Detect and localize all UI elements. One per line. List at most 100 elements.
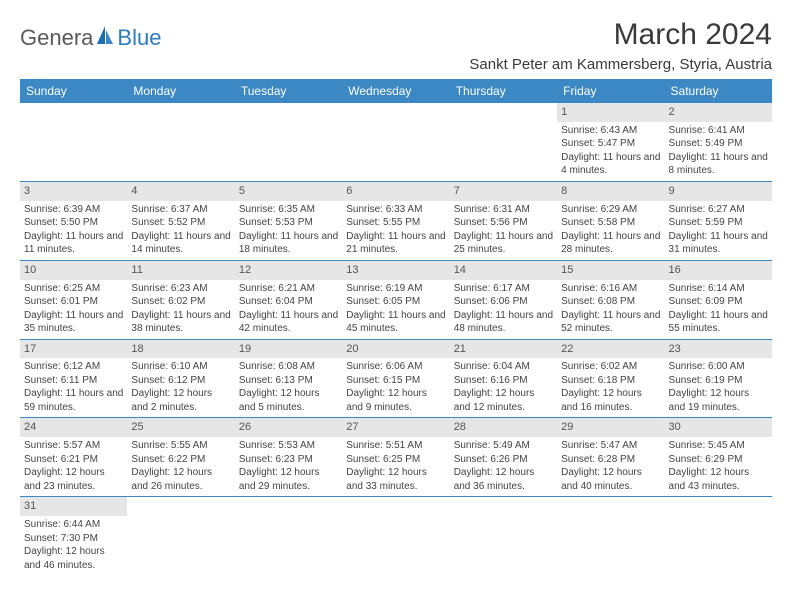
sunset-text: Sunset: 5:59 PM — [669, 216, 768, 230]
logo: Genera Blue — [20, 24, 161, 51]
calendar-week-row: 24 Sunrise: 5:57 AMSunset: 6:21 PM Dayligh… — [20, 418, 772, 497]
day-number: 5 — [235, 182, 342, 201]
sunrise-text: Sunrise: 6:27 AM — [669, 203, 768, 217]
sunrise-text: Sunrise: 6:08 AM — [239, 360, 338, 374]
calendar-day-cell: 7Sunrise: 6:31 AMSunset: 5:56 PMDaylight… — [450, 181, 557, 260]
calendar-week-row: 3 Sunrise: 6:39 AMSunset: 5:50 PM Daylight… — [20, 181, 772, 260]
calendar-day-cell: 24Sunrise: 5:57 AMSunset: 6:21 PMDayligh… — [20, 418, 127, 497]
sunset-text: Sunset: 5:47 PM — [561, 137, 660, 151]
sunrise-text: Sunrise: 6:12 AM — [24, 360, 123, 374]
sunset-text: Sunset: 6:16 PM — [454, 374, 553, 388]
calendar-day-cell — [342, 497, 449, 575]
day-header: Wednesday — [342, 79, 449, 103]
sunset-text: Sunset: 6:08 PM — [561, 295, 660, 309]
calendar-day-cell: 21Sunrise: 6:04 AMSunset: 6:16 PMDayligh… — [450, 339, 557, 418]
sunrise-text: Sunrise: 5:55 AM — [131, 439, 230, 453]
daylight-text: Daylight: 12 hours and 29 minutes. — [239, 466, 338, 493]
sunset-text: Sunset: 5:52 PM — [131, 216, 230, 230]
day-number: 23 — [665, 340, 772, 359]
calendar-day-cell — [557, 497, 664, 575]
daylight-text: Daylight: 12 hours and 16 minutes. — [561, 387, 660, 414]
header: Genera Blue March 2024 Sankt Peter am Ka… — [20, 18, 772, 73]
calendar-day-cell: 5Sunrise: 6:35 AMSunset: 5:53 PMDaylight… — [235, 181, 342, 260]
sunrise-text: Sunrise: 6:41 AM — [669, 124, 768, 138]
sunset-text: Sunset: 5:50 PM — [24, 216, 123, 230]
calendar-day-cell — [127, 103, 234, 181]
daylight-text: Daylight: 11 hours and 38 minutes. — [131, 309, 230, 336]
sunrise-text: Sunrise: 6:19 AM — [346, 282, 445, 296]
sunset-text: Sunset: 7:30 PM — [24, 532, 123, 546]
daylight-text: Daylight: 11 hours and 48 minutes. — [454, 309, 553, 336]
sunrise-text: Sunrise: 6:00 AM — [669, 360, 768, 374]
calendar-day-cell: 2Sunrise: 6:41 AMSunset: 5:49 PMDaylight… — [665, 103, 772, 181]
day-number: 9 — [665, 182, 772, 201]
day-number: 25 — [127, 418, 234, 437]
day-number: 10 — [20, 261, 127, 280]
day-number: 1 — [557, 103, 664, 122]
sunset-text: Sunset: 6:05 PM — [346, 295, 445, 309]
calendar-week-row: 17Sunrise: 6:12 AMSunset: 6:11 PMDayligh… — [20, 339, 772, 418]
day-number: 18 — [127, 340, 234, 359]
sunset-text: Sunset: 6:21 PM — [24, 453, 123, 467]
daylight-text: Daylight: 12 hours and 19 minutes. — [669, 387, 768, 414]
daylight-text: Daylight: 12 hours and 40 minutes. — [561, 466, 660, 493]
daylight-text: Daylight: 12 hours and 36 minutes. — [454, 466, 553, 493]
day-number: 24 — [20, 418, 127, 437]
sunrise-text: Sunrise: 5:51 AM — [346, 439, 445, 453]
daylight-text: Daylight: 12 hours and 2 minutes. — [131, 387, 230, 414]
sunset-text: Sunset: 6:25 PM — [346, 453, 445, 467]
daylight-text: Daylight: 11 hours and 31 minutes. — [669, 230, 768, 257]
day-number: 30 — [665, 418, 772, 437]
sunrise-text: Sunrise: 6:06 AM — [346, 360, 445, 374]
daylight-text: Daylight: 12 hours and 12 minutes. — [454, 387, 553, 414]
day-number: 17 — [20, 340, 127, 359]
calendar-day-cell: 6Sunrise: 6:33 AMSunset: 5:55 PMDaylight… — [342, 181, 449, 260]
calendar-day-cell: 27Sunrise: 5:51 AMSunset: 6:25 PMDayligh… — [342, 418, 449, 497]
sunset-text: Sunset: 5:49 PM — [669, 137, 768, 151]
sunrise-text: Sunrise: 6:23 AM — [131, 282, 230, 296]
daylight-text: Daylight: 11 hours and 35 minutes. — [24, 309, 123, 336]
calendar-week-row: 1 Sunrise: 6:43 AMSunset: 5:47 PMDaylight… — [20, 103, 772, 181]
calendar-day-cell — [450, 497, 557, 575]
calendar-day-cell: 8Sunrise: 6:29 AMSunset: 5:58 PMDaylight… — [557, 181, 664, 260]
sunrise-text: Sunrise: 6:39 AM — [24, 203, 123, 217]
day-number: 27 — [342, 418, 449, 437]
sunrise-text: Sunrise: 6:10 AM — [131, 360, 230, 374]
day-header: Tuesday — [235, 79, 342, 103]
sunrise-text: Sunrise: 6:35 AM — [239, 203, 338, 217]
sunset-text: Sunset: 6:18 PM — [561, 374, 660, 388]
day-number: 21 — [450, 340, 557, 359]
sunset-text: Sunset: 6:22 PM — [131, 453, 230, 467]
calendar-day-cell: 17Sunrise: 6:12 AMSunset: 6:11 PMDayligh… — [20, 339, 127, 418]
calendar-day-cell: 13Sunrise: 6:19 AMSunset: 6:05 PMDayligh… — [342, 260, 449, 339]
daylight-text: Daylight: 11 hours and 4 minutes. — [561, 151, 660, 178]
day-number: 12 — [235, 261, 342, 280]
sunset-text: Sunset: 5:53 PM — [239, 216, 338, 230]
day-number: 3 — [20, 182, 127, 201]
calendar-day-cell: 30Sunrise: 5:45 AMSunset: 6:29 PMDayligh… — [665, 418, 772, 497]
sunrise-text: Sunrise: 6:14 AM — [669, 282, 768, 296]
calendar-day-cell: 25Sunrise: 5:55 AMSunset: 6:22 PMDayligh… — [127, 418, 234, 497]
sunrise-text: Sunrise: 6:31 AM — [454, 203, 553, 217]
sunset-text: Sunset: 6:13 PM — [239, 374, 338, 388]
sunrise-text: Sunrise: 5:53 AM — [239, 439, 338, 453]
calendar-day-cell: 9 Sunrise: 6:27 AMSunset: 5:59 PMDaylight… — [665, 181, 772, 260]
calendar-day-cell: 19Sunrise: 6:08 AMSunset: 6:13 PMDayligh… — [235, 339, 342, 418]
day-header: Thursday — [450, 79, 557, 103]
sunset-text: Sunset: 6:04 PM — [239, 295, 338, 309]
sunrise-text: Sunrise: 5:57 AM — [24, 439, 123, 453]
day-number: 14 — [450, 261, 557, 280]
sunset-text: Sunset: 6:02 PM — [131, 295, 230, 309]
sunset-text: Sunset: 6:26 PM — [454, 453, 553, 467]
sunset-text: Sunset: 6:06 PM — [454, 295, 553, 309]
sunset-text: Sunset: 6:15 PM — [346, 374, 445, 388]
sunrise-text: Sunrise: 5:45 AM — [669, 439, 768, 453]
calendar-day-cell: 31Sunrise: 6:44 AMSunset: 7:30 PMDayligh… — [20, 497, 127, 575]
sunrise-text: Sunrise: 6:43 AM — [561, 124, 660, 138]
sunset-text: Sunset: 6:12 PM — [131, 374, 230, 388]
logo-text-general: Genera — [20, 25, 93, 51]
logo-text-blue: Blue — [117, 25, 161, 51]
day-number: 20 — [342, 340, 449, 359]
daylight-text: Daylight: 11 hours and 25 minutes. — [454, 230, 553, 257]
daylight-text: Daylight: 11 hours and 28 minutes. — [561, 230, 660, 257]
